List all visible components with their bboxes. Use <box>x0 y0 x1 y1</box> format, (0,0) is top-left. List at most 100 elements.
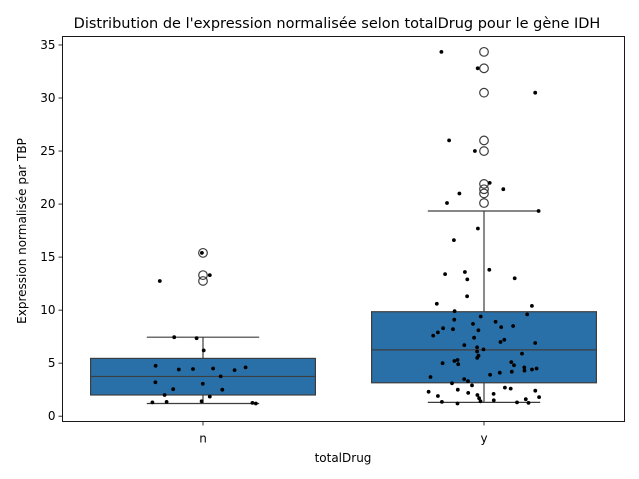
data-point <box>452 359 457 363</box>
data-point <box>487 267 492 272</box>
data-point <box>465 294 469 299</box>
outlier-marker <box>198 247 208 258</box>
data-point <box>172 335 177 340</box>
outlier-marker <box>479 198 489 208</box>
x-axis-label: totalDrug <box>315 451 372 465</box>
data-point <box>522 365 527 370</box>
data-point <box>497 370 502 375</box>
data-point <box>509 360 514 364</box>
data-point <box>153 363 158 368</box>
data-point <box>207 394 212 399</box>
data-point <box>171 387 176 392</box>
outlier-marker <box>198 270 208 281</box>
data-point <box>473 149 477 153</box>
data-point <box>501 187 506 192</box>
data-point <box>498 340 503 344</box>
data-point <box>455 358 460 362</box>
data-point <box>475 66 480 71</box>
data-point <box>207 273 212 277</box>
x-tick-label: y <box>480 432 487 446</box>
data-point <box>200 381 205 386</box>
data-point <box>475 393 480 397</box>
data-point <box>502 337 507 342</box>
box-iqr <box>371 311 598 384</box>
y-tick-label: 15 <box>40 250 55 264</box>
data-point <box>455 387 460 392</box>
data-point <box>232 368 237 372</box>
data-point <box>463 270 467 274</box>
data-point <box>436 394 440 398</box>
data-point <box>508 386 513 391</box>
data-point <box>199 399 204 404</box>
y-tick-label: 30 <box>40 91 55 105</box>
data-point <box>470 383 474 388</box>
boxes-layer <box>89 46 598 405</box>
outlier-marker <box>479 146 489 156</box>
y-tick-label: 0 <box>48 409 56 423</box>
data-point <box>533 90 538 95</box>
outlier-marker <box>479 188 489 199</box>
data-point <box>440 361 445 366</box>
outlier-marker <box>479 135 489 146</box>
outlier-marker <box>479 87 489 98</box>
data-point <box>428 375 433 379</box>
data-point <box>476 328 481 333</box>
data-point <box>512 363 516 368</box>
data-point <box>218 374 223 379</box>
data-point <box>478 314 483 319</box>
data-point <box>503 385 507 390</box>
outlier-marker <box>479 184 489 195</box>
data-point <box>450 381 454 386</box>
outlier-marker <box>479 46 489 57</box>
data-point <box>475 345 479 350</box>
y-tick-label: 5 <box>48 356 56 370</box>
data-point <box>466 391 471 395</box>
data-point <box>520 351 524 356</box>
data-point <box>462 343 467 347</box>
data-point <box>476 226 480 231</box>
data-point <box>426 389 431 394</box>
data-point <box>253 401 258 406</box>
data-point <box>456 362 461 367</box>
data-point <box>157 279 162 283</box>
data-point <box>243 365 248 370</box>
data-point <box>488 372 492 377</box>
data-point <box>471 322 475 326</box>
outlier-marker <box>479 179 489 189</box>
data-point <box>530 304 534 308</box>
data-point <box>493 319 498 324</box>
plot-frame <box>62 36 625 422</box>
data-point <box>477 396 481 401</box>
data-point <box>452 309 457 314</box>
data-point <box>452 238 456 243</box>
data-point <box>434 301 439 306</box>
x-tick-label: n <box>199 432 207 446</box>
data-point <box>499 325 504 329</box>
data-point <box>250 401 255 405</box>
data-point <box>512 276 517 281</box>
data-point <box>481 347 486 352</box>
chart-title: Distribution de l'expression normalisée … <box>74 16 601 32</box>
data-point <box>176 367 181 372</box>
data-point <box>431 333 436 338</box>
data-point <box>194 336 199 341</box>
data-point <box>536 209 541 213</box>
data-point <box>472 335 476 340</box>
data-point <box>523 397 528 402</box>
data-point <box>153 380 158 385</box>
data-point <box>201 348 206 353</box>
data-point <box>200 251 204 255</box>
data-point <box>439 50 444 54</box>
y-axis: 0 5 10 15 20 25 30 35 <box>40 38 63 423</box>
y-tick-label: 20 <box>40 197 55 211</box>
data-point <box>515 400 519 405</box>
data-point <box>491 398 496 403</box>
data-point <box>466 379 470 384</box>
data-point <box>164 400 169 404</box>
data-point <box>452 317 457 322</box>
data-point <box>478 399 483 404</box>
data-point <box>525 312 530 317</box>
data-point <box>509 369 514 374</box>
data-point <box>487 181 492 185</box>
